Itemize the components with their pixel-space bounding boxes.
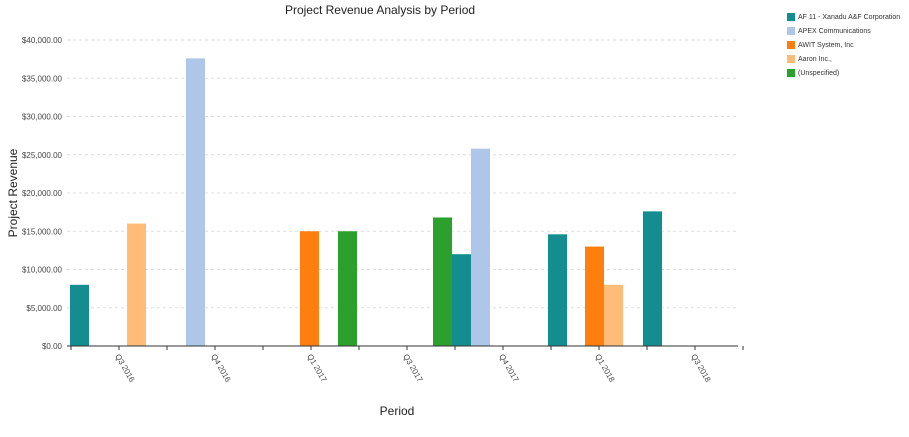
bar[interactable] xyxy=(338,231,357,346)
bar[interactable] xyxy=(127,223,146,346)
bar[interactable] xyxy=(452,254,471,346)
legend-item[interactable]: Aaron Inc., xyxy=(787,52,900,66)
y-tick-label: $40,000.00 xyxy=(22,36,63,45)
legend-label: Aaron Inc., xyxy=(798,55,832,63)
bar[interactable] xyxy=(585,246,604,346)
legend-swatch xyxy=(787,27,795,35)
bar[interactable] xyxy=(548,234,567,346)
y-tick-label: $10,000.00 xyxy=(22,266,63,275)
x-tick-label: Q1 2017 xyxy=(305,353,328,385)
legend: AF 11 - Xanadu A&F Corporation APEX Commu… xyxy=(787,10,900,80)
legend-label: AF 11 - Xanadu A&F Corporation xyxy=(798,13,901,21)
bar[interactable] xyxy=(300,231,319,346)
y-tick-label: $5,000.00 xyxy=(26,304,62,313)
legend-swatch xyxy=(787,55,795,63)
y-tick-label: $20,000.00 xyxy=(22,189,63,198)
x-tick-label: Q1 2018 xyxy=(593,353,616,385)
legend-swatch xyxy=(787,41,795,49)
x-tick-label: Q3 2017 xyxy=(401,353,424,385)
y-tick-label: $15,000.00 xyxy=(22,227,63,236)
bar[interactable] xyxy=(433,217,452,346)
x-tick-label: Q4 2016 xyxy=(209,353,232,385)
y-tick-label: $0.00 xyxy=(42,342,63,351)
bar[interactable] xyxy=(604,284,623,346)
legend-swatch xyxy=(787,69,795,77)
x-tick-label: Q3 2016 xyxy=(113,353,136,385)
bar[interactable] xyxy=(186,58,205,347)
y-tick-label: $25,000.00 xyxy=(22,151,63,160)
y-tick-label: $30,000.00 xyxy=(22,113,63,122)
legend-label: (Unspecified) xyxy=(798,69,840,77)
legend-label: APEX Communications xyxy=(798,27,871,35)
bar[interactable] xyxy=(643,211,662,346)
legend-item[interactable]: AWIT System, Inc xyxy=(787,38,900,52)
legend-item[interactable]: APEX Communications xyxy=(787,24,900,38)
x-tick-label: Q4 2017 xyxy=(497,353,520,385)
x-tick-label: Q3 2018 xyxy=(689,353,712,385)
legend-label: AWIT System, Inc xyxy=(798,41,854,49)
bar[interactable] xyxy=(471,148,490,346)
bar[interactable] xyxy=(70,284,89,346)
legend-item[interactable]: AF 11 - Xanadu A&F Corporation xyxy=(787,10,900,24)
y-axis-label: Project Revenue xyxy=(6,148,20,237)
y-tick-label: $35,000.00 xyxy=(22,74,63,83)
x-axis-label: Period xyxy=(380,404,415,418)
chart-title: Project Revenue Analysis by Period xyxy=(285,3,475,17)
legend-swatch xyxy=(787,13,795,21)
legend-item[interactable]: (Unspecified) xyxy=(787,66,900,80)
